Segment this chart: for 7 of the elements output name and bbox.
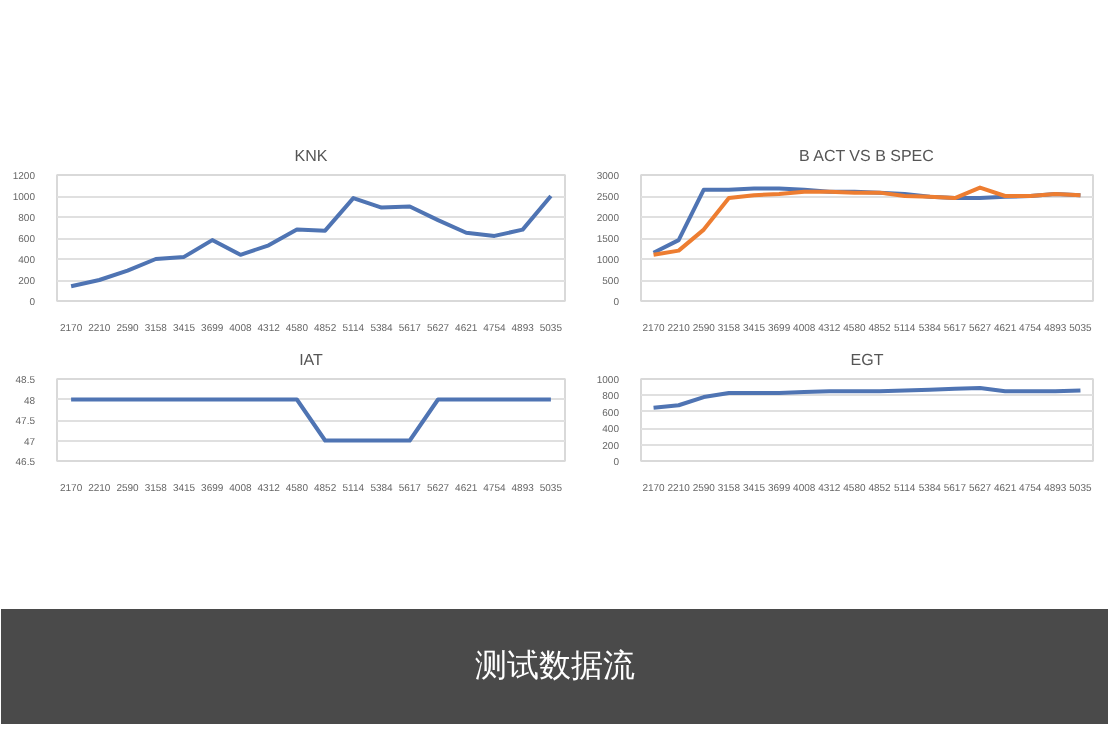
- text: 测试数据流: [475, 648, 635, 684]
- line-series: [651, 386, 1083, 410]
- chart-title: IAT: [299, 351, 324, 369]
- line-series: [69, 194, 553, 289]
- chart-title: EGT: [850, 351, 884, 369]
- chart-title: KNK: [294, 147, 329, 165]
- chart-title: B ACT VS B SPEC: [798, 147, 935, 165]
